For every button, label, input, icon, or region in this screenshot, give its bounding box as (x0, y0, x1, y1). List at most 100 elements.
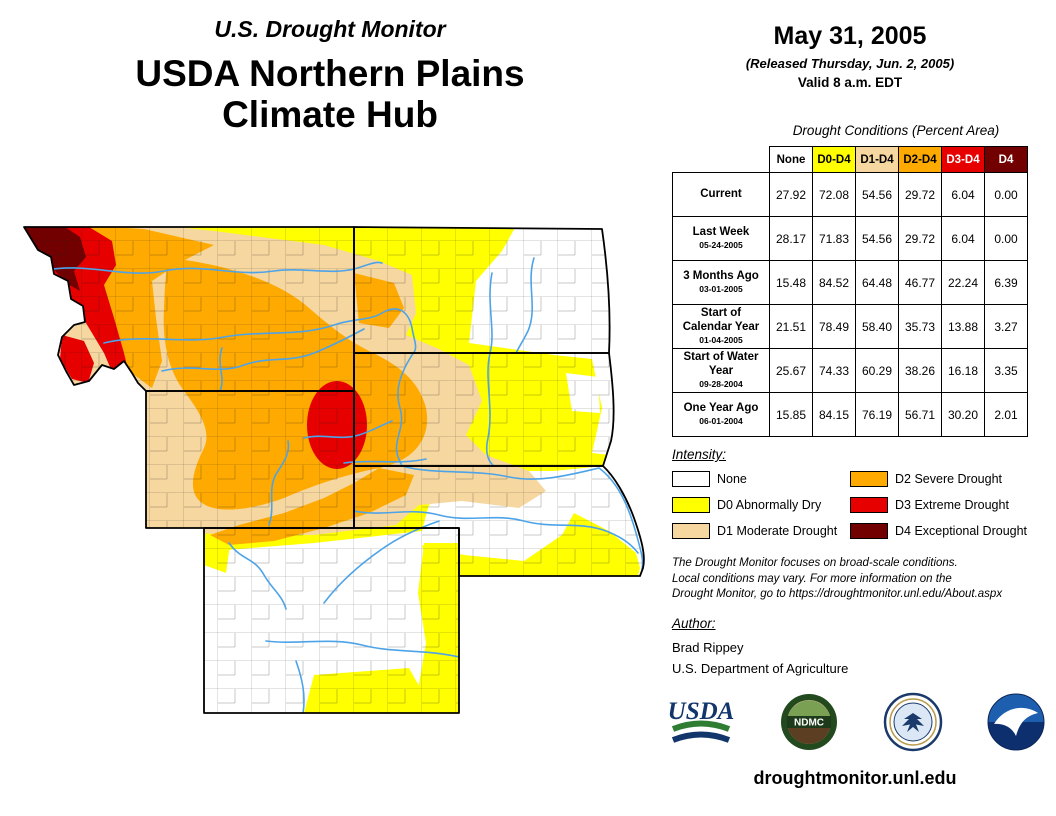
column-header-none: None (769, 146, 813, 173)
logos-row: USDA NDMC (666, 692, 1046, 757)
river (103, 308, 644, 570)
legend-label: D1 Moderate Drought (717, 523, 838, 538)
disclaimer: The Drought Monitor focuses on broad-sca… (672, 556, 1044, 603)
river (41, 261, 383, 274)
row-label-text: Current (700, 187, 742, 200)
monitor-title: U.S. Drought Monitor (214, 16, 446, 42)
legend-label: None (717, 471, 747, 486)
table-cell: 56.71 (898, 392, 942, 437)
column-header-d2: D2-D4 (898, 146, 942, 173)
legend-item-d0: D0 Abnormally Dry (672, 496, 821, 514)
state-montana (23, 226, 355, 392)
disclaimer-line3: Drought Monitor, go to https://droughtmo… (672, 588, 1003, 601)
table-cell: 6.39 (984, 260, 1028, 305)
table-cell: 30.20 (941, 392, 985, 437)
released-date: (Released Thursday, Jun. 2, 2005) (745, 56, 955, 71)
row-label-text: Start of Water Year (683, 351, 759, 377)
river (265, 640, 460, 658)
row-label-date: 09-28-2004 (699, 378, 743, 389)
ndmc-logo-text: NDMC (794, 718, 824, 729)
row-label: Current (672, 172, 770, 217)
legend-label: D3 Extreme Drought (895, 497, 1009, 512)
state-south-dakota (353, 352, 615, 467)
usda-logo: USDA (666, 693, 736, 756)
river (485, 272, 495, 467)
site-url: droughtmonitor.unl.edu (753, 768, 957, 788)
table-cell: 27.92 (769, 172, 813, 217)
table-cell: 6.04 (941, 216, 985, 261)
page-title-line1: USDA Northern Plains (135, 53, 525, 94)
row-label-date: 05-24-2005 (699, 240, 743, 251)
table-cell: 22.24 (941, 260, 985, 305)
river (161, 328, 365, 372)
table-blank-cell (673, 147, 770, 173)
river (295, 660, 305, 713)
row-label-date: 06-01-2004 (699, 416, 743, 427)
row-label: Start of Water Year 09-28-2004 (672, 348, 770, 393)
table-cell: 60.29 (855, 348, 899, 393)
noaa-logo (986, 692, 1046, 757)
table-cell: 54.56 (855, 216, 899, 261)
author-block: Author: Brad Rippey U.S. Department of A… (672, 616, 1032, 676)
table-cell: 72.08 (812, 172, 856, 217)
row-label: Start of Calendar Year 01-04-2005 (672, 304, 770, 349)
legend-item-none: None (672, 470, 747, 488)
legend-swatch-d4 (850, 522, 888, 539)
table-cell: 0.00 (984, 172, 1028, 217)
table-cell: 29.72 (898, 216, 942, 261)
table-cell: 38.26 (898, 348, 942, 393)
rivers (41, 257, 644, 713)
map-date: May 31, 2005 (773, 22, 927, 50)
table-cell: 74.33 (812, 348, 856, 393)
date-block: May 31, 2005 (Released Thursday, Jun. 2,… (690, 22, 1010, 90)
legend-swatch-d0 (672, 496, 710, 513)
table-header-row: None D0-D4 D1-D4 D2-D4 D3-D4 D4 (673, 146, 1028, 173)
row-label-text: 3 Months Ago (683, 270, 759, 282)
legend-item-d4: D4 Exceptional Drought (850, 522, 1027, 540)
column-header-d0: D0-D4 (812, 146, 856, 173)
legend-item-d1: D1 Moderate Drought (672, 522, 837, 540)
page-title-line2: Climate Hub (222, 94, 438, 136)
legend-title: Intensity: (672, 447, 727, 462)
legend-item-d2: D2 Severe Drought (850, 470, 1002, 488)
legend-swatch-d1 (672, 522, 710, 539)
row-label-date: 01-04-2005 (699, 334, 743, 345)
table-cell: 21.51 (769, 304, 813, 349)
state-nebraska (353, 465, 645, 577)
table-row-current: Current 27.92 72.08 54.56 29.72 6.04 0.0… (672, 172, 1028, 217)
table-cell: 2.01 (984, 392, 1028, 437)
river (219, 347, 223, 392)
disclaimer-line2: Local conditions may vary. For more info… (672, 572, 952, 585)
page-title: USDA Northern Plains Climate Hub (30, 53, 630, 136)
river (268, 440, 290, 526)
column-header-d1: D1-D4 (855, 146, 899, 173)
author-name: Brad Rippey (672, 640, 744, 655)
river (515, 257, 535, 354)
table-cell: 15.48 (769, 260, 813, 305)
river (343, 458, 427, 464)
table-cell: 71.83 (812, 216, 856, 261)
title-block: U.S. Drought Monitor USDA Northern Plain… (30, 16, 630, 136)
ndmc-logo: NDMC (779, 692, 839, 757)
conditions-table-title: Drought Conditions (Percent Area) (792, 123, 1000, 138)
table-cell: 16.18 (941, 348, 985, 393)
table-cell: 64.48 (855, 260, 899, 305)
table-cell: 15.85 (769, 392, 813, 437)
conditions-table: None D0-D4 D1-D4 D2-D4 D3-D4 D4 Current … (672, 146, 1028, 437)
legend-item-d3: D3 Extreme Drought (850, 496, 1009, 514)
table-row-start-water-year: Start of Water Year 09-28-2004 25.67 74.3… (672, 348, 1028, 393)
table-row-3-months-ago: 3 Months Ago 03-01-2005 15.48 84.52 64.48… (672, 260, 1028, 305)
river (353, 510, 639, 554)
table-cell: 3.27 (984, 304, 1028, 349)
table-cell: 13.88 (941, 304, 985, 349)
valid-time: Valid 8 a.m. EDT (797, 75, 903, 90)
commerce-seal-logo (883, 692, 943, 757)
table-cell: 3.35 (984, 348, 1028, 393)
legend-label: D4 Exceptional Drought (895, 523, 1028, 538)
table-cell: 76.19 (855, 392, 899, 437)
column-header-d4: D4 (984, 146, 1028, 173)
row-label-text: Start of Calendar Year (682, 307, 760, 333)
author-org: U.S. Department of Agriculture (672, 661, 849, 676)
seagull-icon (993, 707, 1038, 736)
table-cell: 58.40 (855, 304, 899, 349)
